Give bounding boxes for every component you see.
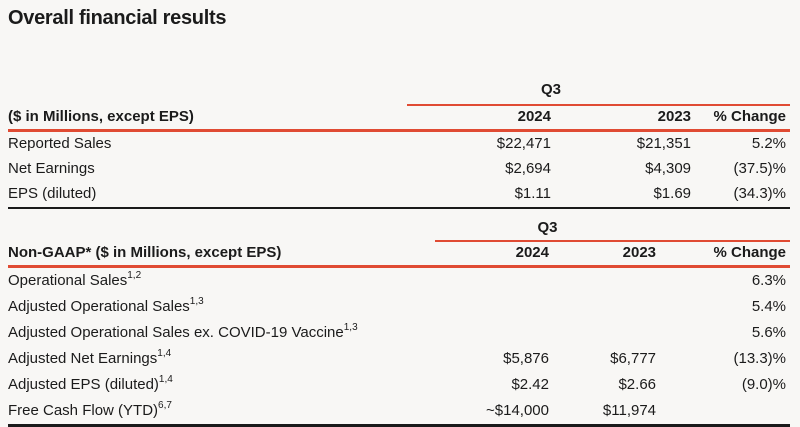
row-label: Adjusted Operational Sales ex. COVID-19 … (8, 323, 344, 341)
period-rule-cell (660, 214, 791, 242)
table-row: Operational Sales1,2 6.3% (8, 267, 790, 295)
row-label: Reported Sales (8, 135, 112, 153)
column-header-row: ($ in Millions, except EPS) 2024 2023 % … (8, 105, 791, 132)
column-header-2023: 2023 (553, 241, 661, 268)
value-2023: $4,309 (645, 160, 692, 178)
value-2023: $2.66 (618, 375, 657, 393)
value-2024 (435, 267, 553, 295)
table-row: Free Cash Flow (YTD)6,7 ~$14,000 $11,974 (8, 398, 791, 427)
table-row: Adjusted Operational Sales ex. COVID-19 … (8, 320, 790, 346)
value-change: (34.3)% (695, 182, 791, 209)
row-label: Adjusted Operational Sales (8, 297, 190, 315)
page-title: Overall financial results (8, 7, 227, 29)
value-2024: $2,694 (505, 160, 551, 178)
row-label: Free Cash Flow (YTD) (8, 401, 159, 419)
row-label: EPS (diluted) (8, 185, 97, 203)
column-header-2024: 2024 (407, 105, 555, 132)
row-label: Adjusted EPS (diluted) (8, 375, 159, 393)
table-row: Reported Sales $22,471 $21,351 5.2% (8, 131, 790, 158)
gaap-results-table: Q3 ($ in Millions, except EPS) 2024 2023… (8, 72, 791, 209)
value-2023 (553, 267, 660, 295)
footnote-ref: 1,2 (127, 269, 142, 281)
value-change: (37.5)% (733, 160, 787, 178)
footnote-ref: 6,7 (158, 399, 172, 411)
row-label: Operational Sales (8, 271, 128, 289)
value-change: 5.4% (751, 297, 787, 315)
value-2024 (435, 320, 553, 346)
table-row: Net Earnings $2,694 $4,309 (37.5)% (8, 157, 790, 182)
table-row: Adjusted Operational Sales1,3 5.4% (8, 294, 790, 320)
table-caption: Non-GAAP* ($ in Millions, except EPS) (8, 241, 435, 268)
period-header-row: Q3 (8, 214, 791, 242)
value-2024: $2.42 (511, 375, 549, 393)
value-2023: $1.69 (555, 182, 696, 209)
value-change: (13.3)% (733, 349, 787, 367)
column-header-2024: 2024 (435, 241, 553, 268)
value-2024: $1.11 (407, 182, 555, 209)
value-change: (9.0)% (741, 375, 787, 393)
value-2023: $6,777 (610, 349, 657, 367)
period-rule-cell (695, 72, 791, 106)
value-2024: $5,876 (503, 349, 549, 367)
row-label: Adjusted Net Earnings (8, 349, 158, 367)
value-change: 5.2% (751, 135, 787, 153)
table-row: Adjusted Net Earnings1,4 $5,876 $6,777 (… (8, 346, 790, 372)
non-gaap-results-table: Q3 Non-GAAP* ($ in Millions, except EPS)… (8, 214, 791, 427)
table-row: Adjusted EPS (diluted)1,4 $2.42 $2.66 (9… (8, 372, 790, 398)
value-change (660, 398, 791, 427)
period-header-row: Q3 (8, 72, 791, 106)
value-2023 (553, 320, 660, 346)
period-label: Q3 (435, 214, 661, 242)
column-header-change: % Change (660, 241, 791, 268)
table-caption: ($ in Millions, except EPS) (8, 105, 407, 132)
footnote-ref: 1,4 (157, 347, 172, 359)
value-2023: $21,351 (636, 135, 692, 153)
column-header-change: % Change (695, 105, 791, 132)
row-label: Net Earnings (8, 160, 95, 178)
spacer-cell (8, 214, 435, 241)
footnote-ref: 1,3 (189, 295, 204, 307)
value-2023: $11,974 (553, 398, 661, 427)
value-2024 (435, 294, 553, 320)
table-row: EPS (diluted) $1.11 $1.69 (34.3)% (8, 182, 791, 209)
column-header-row: Non-GAAP* ($ in Millions, except EPS) 20… (8, 241, 791, 268)
value-2024: $22,471 (496, 135, 551, 153)
value-change: 6.3% (751, 271, 787, 289)
period-label: Q3 (407, 72, 696, 106)
footnote-ref: 1,3 (343, 321, 358, 333)
value-2024: ~$14,000 (435, 398, 553, 427)
value-change: 5.6% (751, 323, 787, 341)
column-header-2023: 2023 (555, 105, 696, 132)
footnote-ref: 1,4 (158, 373, 173, 385)
value-2023 (553, 294, 660, 320)
spacer-cell (8, 72, 407, 105)
